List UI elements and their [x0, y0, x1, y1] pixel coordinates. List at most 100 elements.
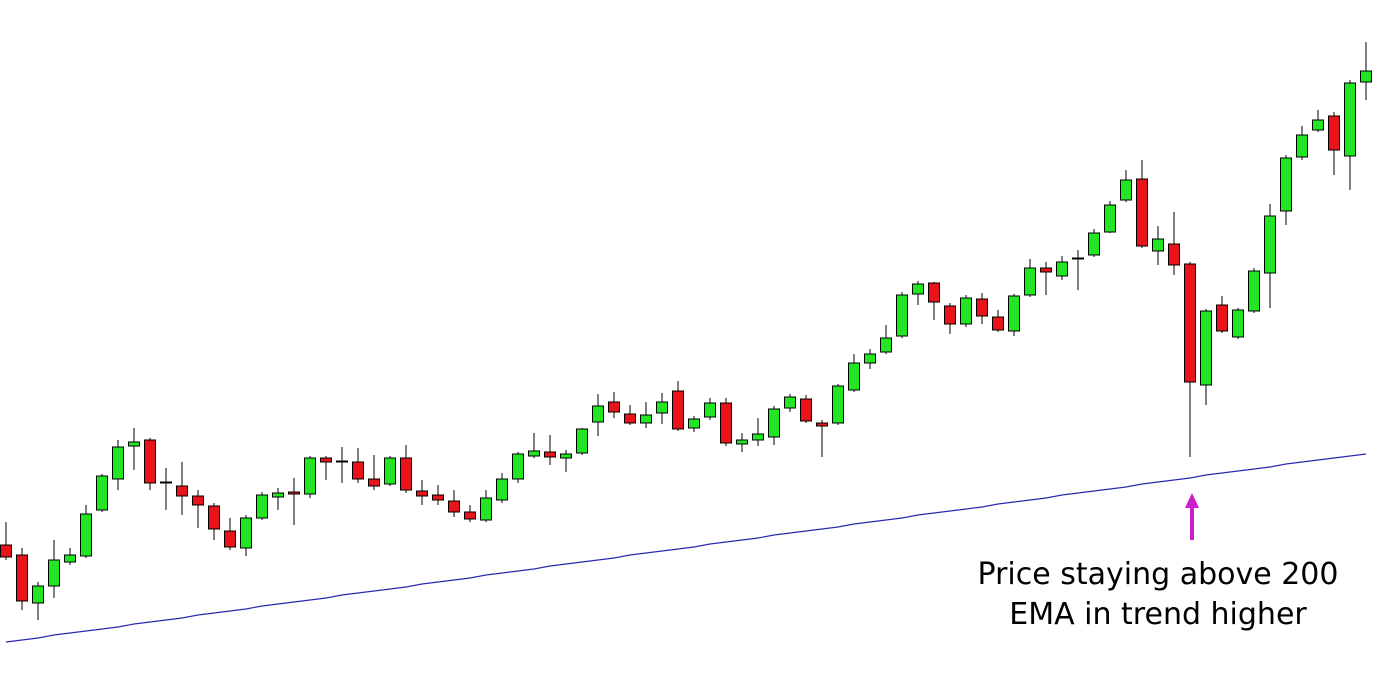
candle-body [240, 517, 252, 549]
candle [656, 393, 668, 424]
candle [912, 281, 924, 305]
candle [240, 515, 252, 556]
candle-body [1248, 270, 1260, 312]
candle [1088, 229, 1100, 257]
candle-body [1232, 309, 1244, 338]
candle-body [336, 460, 348, 463]
candle-body [32, 585, 44, 604]
candle-body [720, 402, 732, 444]
candle [400, 445, 412, 493]
candle-body [272, 492, 284, 498]
candle [1008, 294, 1020, 336]
candle-body [256, 494, 268, 519]
candle-body [224, 530, 236, 548]
candle-body [128, 441, 140, 447]
candle [272, 488, 284, 510]
candle-body [16, 554, 28, 602]
candle-body [560, 453, 572, 459]
candle [496, 473, 508, 503]
candle [96, 474, 108, 512]
candle-body [160, 481, 172, 484]
candle [1344, 80, 1356, 190]
candle-body [912, 283, 924, 295]
candle [528, 433, 540, 458]
candle [768, 406, 780, 445]
candle [1152, 226, 1164, 265]
candle-body [48, 559, 60, 587]
candle [1328, 112, 1340, 175]
candle-body [176, 485, 188, 497]
candle-body [960, 297, 972, 325]
candle-body [192, 495, 204, 506]
candle [576, 428, 588, 455]
candle-body [1072, 257, 1084, 260]
candle-body [624, 413, 636, 424]
candle-body [64, 554, 76, 563]
candle [736, 433, 748, 452]
candle [1296, 126, 1308, 160]
candle [816, 420, 828, 457]
candle-body [848, 362, 860, 391]
candle [1184, 262, 1196, 457]
candle-body [816, 422, 828, 427]
candle [752, 418, 764, 446]
candle-body [496, 478, 508, 501]
candle [336, 447, 348, 483]
candle-body [1024, 267, 1036, 296]
candle [224, 518, 236, 550]
candle [16, 548, 28, 610]
candle [864, 349, 876, 369]
candle [784, 394, 796, 412]
candle [80, 505, 92, 558]
candle [1072, 250, 1084, 290]
candle [960, 295, 972, 327]
candle-body [1088, 232, 1100, 256]
candle [624, 405, 636, 425]
candle [320, 456, 332, 480]
candle [416, 480, 428, 505]
candle-body [208, 505, 220, 530]
candle-body [400, 457, 412, 491]
candle [688, 416, 700, 432]
candle [1264, 204, 1276, 308]
candle-body [384, 457, 396, 485]
candle [560, 450, 572, 472]
candle-body [1296, 134, 1308, 158]
candle-body [112, 446, 124, 480]
candle-body [944, 305, 956, 325]
candle [176, 462, 188, 515]
candle [944, 303, 956, 334]
candle-body [1136, 178, 1148, 247]
candle [1280, 155, 1292, 225]
candle [208, 503, 220, 540]
candle [368, 455, 380, 490]
candle-body [592, 405, 604, 423]
candle-body [0, 544, 12, 558]
candle [544, 435, 556, 465]
candle [992, 310, 1004, 332]
candle-body [288, 491, 300, 495]
candle [0, 522, 12, 560]
candle-body [464, 511, 476, 520]
candle-body [1328, 115, 1340, 151]
annotation-line: Price staying above 200 [978, 557, 1339, 592]
candle-body [512, 453, 524, 480]
candle [1360, 42, 1372, 100]
candle [144, 438, 156, 490]
candle [1120, 170, 1132, 202]
candle [1216, 296, 1228, 333]
candle [288, 478, 300, 525]
candle-body [1312, 119, 1324, 131]
annotation-arrowhead [1185, 493, 1199, 508]
candle-body [528, 450, 540, 457]
candle [1024, 259, 1036, 297]
candle-body [1008, 295, 1020, 332]
candle-body [608, 401, 620, 413]
candle-body [656, 401, 668, 414]
candle [64, 548, 76, 565]
candle [608, 392, 620, 418]
candle-body [1200, 310, 1212, 386]
candle-body [576, 428, 588, 454]
candle-body [768, 408, 780, 438]
